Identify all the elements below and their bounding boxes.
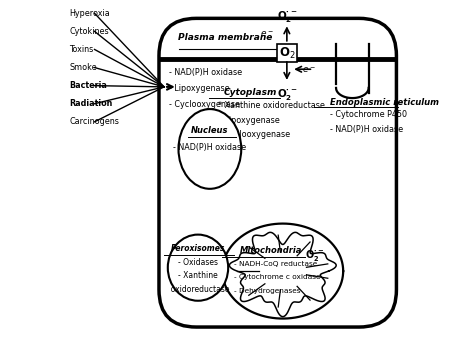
Text: - Oxidases: - Oxidases <box>178 258 218 267</box>
Text: Nucleus: Nucleus <box>191 126 228 135</box>
Text: - NAD(P)H oxidase: - NAD(P)H oxidase <box>330 125 403 134</box>
Text: - Xanthine: - Xanthine <box>178 272 218 280</box>
Text: - NAD(P)H oxidase: - NAD(P)H oxidase <box>173 143 246 152</box>
Polygon shape <box>222 224 343 318</box>
Text: Bacteria: Bacteria <box>69 81 107 90</box>
Text: Radiation: Radiation <box>69 99 112 108</box>
Text: Toxins: Toxins <box>69 45 93 54</box>
Text: $\mathregular{O_2^{\bullet-}}$: $\mathregular{O_2^{\bullet-}}$ <box>277 87 297 102</box>
Ellipse shape <box>179 109 241 189</box>
Text: - NADH-CoQ reductase: - NADH-CoQ reductase <box>234 261 317 267</box>
Text: - Cytochrome P450: - Cytochrome P450 <box>330 110 407 119</box>
Text: Cytoplasm: Cytoplasm <box>223 88 277 97</box>
Text: - Cytochrome c oxidase: - Cytochrome c oxidase <box>234 275 320 280</box>
Text: - Cyclooxygenase: - Cyclooxygenase <box>169 100 240 109</box>
Text: - Dehydrogenases: - Dehydrogenases <box>234 288 300 294</box>
Text: Hyperoxia: Hyperoxia <box>69 9 110 18</box>
Text: $e^-$: $e^-$ <box>260 30 273 39</box>
Text: * Cyclooxygenase: * Cyclooxygenase <box>219 130 291 139</box>
Text: Cytokines: Cytokines <box>69 27 109 36</box>
FancyBboxPatch shape <box>159 18 396 327</box>
Ellipse shape <box>168 235 228 301</box>
Text: $\mathregular{O_2^{\bullet-}}$: $\mathregular{O_2^{\bullet-}}$ <box>305 248 325 263</box>
Text: Mitochondria: Mitochondria <box>240 246 302 255</box>
Text: Peroxisomes: Peroxisomes <box>171 244 225 253</box>
Text: Carcinogens: Carcinogens <box>69 117 119 126</box>
Text: - Lipoxygenase: - Lipoxygenase <box>169 84 230 93</box>
Text: - NAD(P)H oxidase: - NAD(P)H oxidase <box>169 67 242 77</box>
Text: * Xanthine oxidoreductase: * Xanthine oxidoreductase <box>219 101 325 110</box>
Text: Smoke: Smoke <box>69 63 97 72</box>
Text: oxidoreductase: oxidoreductase <box>166 285 230 294</box>
Text: Endoplasmic reticulum: Endoplasmic reticulum <box>330 98 439 107</box>
Text: O$_2$: O$_2$ <box>279 45 295 61</box>
Text: $e^-$: $e^-$ <box>302 65 316 75</box>
Text: * Lipoxygenase: * Lipoxygenase <box>219 116 280 125</box>
Text: $\mathregular{O_2^{\bullet-}}$: $\mathregular{O_2^{\bullet-}}$ <box>277 9 297 24</box>
Text: Plasma membrane: Plasma membrane <box>178 34 273 42</box>
